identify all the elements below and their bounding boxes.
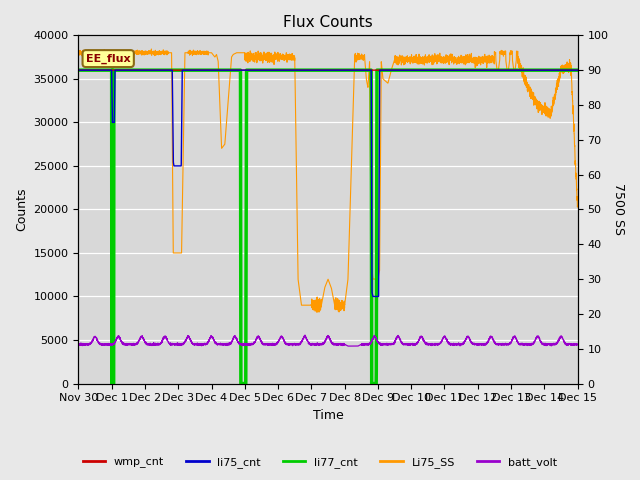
Y-axis label: Counts: Counts: [15, 188, 28, 231]
Legend: wmp_cnt, li75_cnt, li77_cnt, Li75_SS, batt_volt: wmp_cnt, li75_cnt, li77_cnt, Li75_SS, ba…: [78, 452, 562, 472]
Title: Flux Counts: Flux Counts: [283, 15, 373, 30]
X-axis label: Time: Time: [312, 409, 344, 422]
Text: EE_flux: EE_flux: [86, 53, 131, 64]
Y-axis label: 7500 SS: 7500 SS: [612, 183, 625, 235]
